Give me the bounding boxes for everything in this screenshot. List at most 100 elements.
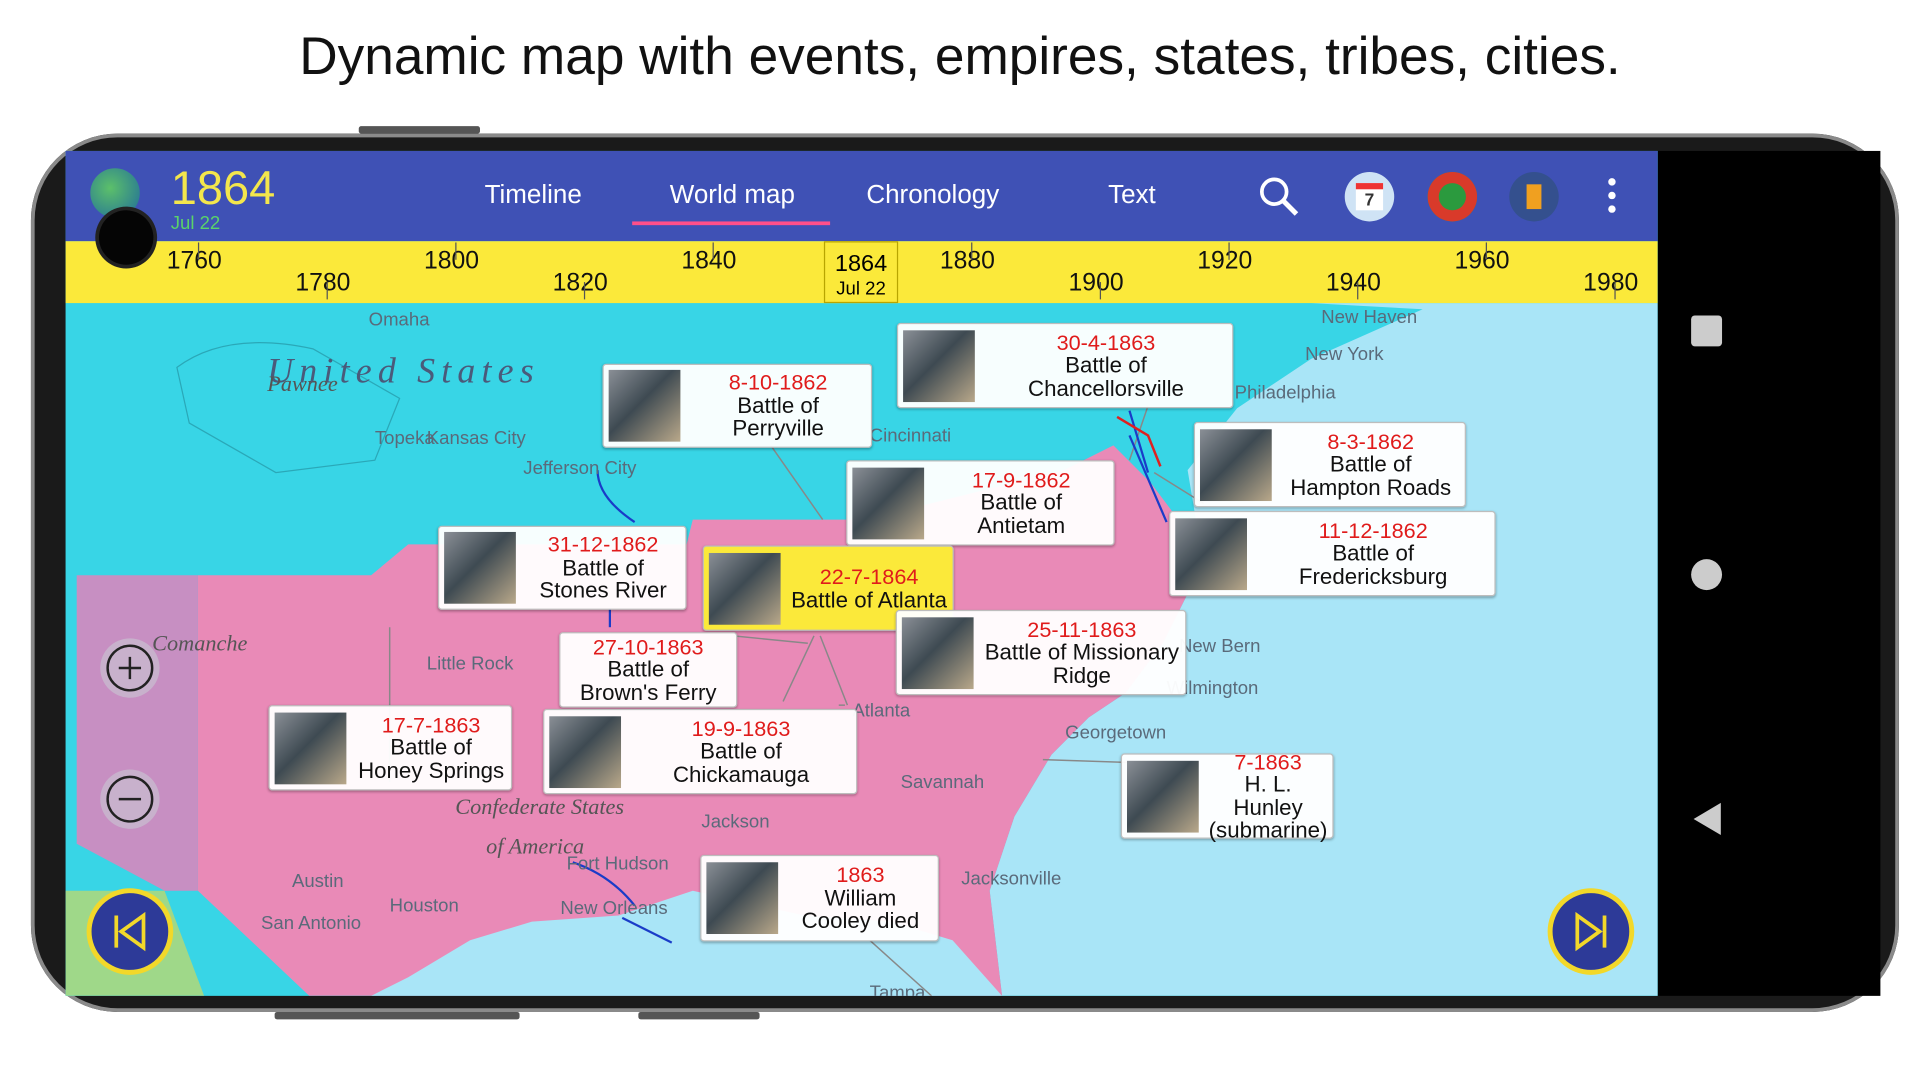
prev-button[interactable] — [84, 886, 176, 978]
timeline[interactable]: 1760 1780 1800 1820 1840 1880 1900 1920 1940 1960… — [65, 241, 1658, 304]
map-label: Confederate States — [455, 794, 625, 819]
calendar-icon[interactable]: 7 — [1344, 171, 1395, 222]
map-label: Fort Hudson — [566, 853, 669, 875]
event-card[interactable]: 8-3-1862 Battle of Hampton Roads — [1193, 421, 1466, 508]
camera — [98, 210, 154, 265]
event-card[interactable]: 25-11-1863 Battle of Missionary Ridge — [895, 609, 1187, 696]
map-label: New Orleans — [560, 898, 668, 920]
event-card[interactable]: 30-4-1863 Battle of Chancellorsville — [896, 322, 1234, 409]
timeline-tick — [1228, 242, 1230, 260]
event-text: 31-12-1862 Battle of Stones River — [521, 533, 686, 602]
event-date: 30-4-1863 — [1056, 329, 1156, 355]
tab[interactable]: Timeline — [484, 180, 582, 210]
event-title: Battle of Chancellorsville — [1027, 352, 1184, 401]
back-button[interactable] — [1691, 802, 1723, 837]
event-title: Battle of Stones River — [539, 555, 667, 603]
flag-icon[interactable] — [1427, 171, 1478, 222]
next-button[interactable] — [1545, 886, 1637, 978]
map-label: United States — [267, 351, 540, 391]
map-label: Tampa — [869, 982, 926, 996]
map-label: Jacksonville — [961, 868, 1062, 890]
event-text: 8-3-1862 Battle of Hampton Roads — [1277, 430, 1465, 499]
event-card[interactable]: 31-12-1862 Battle of Stones River — [437, 525, 687, 610]
event-title: Battle of Fredericksburg — [1298, 540, 1448, 589]
map-label: Comanche — [152, 630, 248, 656]
timeline-label: 1760 — [166, 247, 222, 275]
event-title: Battle of Missionary Ridge — [984, 639, 1179, 688]
app-screen: United States Pawnee Omaha Topeka Kansas Cit… — [65, 150, 1658, 996]
event-card[interactable]: 11-12-1862 Battle of Fredericksburg — [1169, 510, 1496, 597]
event-image — [549, 715, 622, 788]
book-icon[interactable] — [1509, 171, 1559, 222]
event-date: 19-9-1863 — [691, 715, 791, 741]
event-image — [274, 711, 347, 784]
map-label: San Antonio — [261, 912, 362, 935]
map-label: Little Rock — [426, 653, 514, 675]
event-text: 30-4-1863 Battle of Chancellorsville — [980, 331, 1232, 400]
event-card[interactable]: 1863 William Cooley died — [700, 854, 939, 942]
home-button[interactable] — [1691, 559, 1723, 591]
phone-button — [358, 126, 480, 134]
event-image — [901, 616, 974, 689]
current-date: Jul 22 — [170, 212, 221, 234]
timeline-label: 1900 — [1068, 269, 1124, 297]
event-date: 1863 — [836, 862, 885, 888]
event-date: 25-11-1863 — [1027, 617, 1137, 642]
tab[interactable]: World map — [669, 180, 795, 210]
event-card[interactable]: 17-9-1862 Battle of Antietam — [846, 460, 1115, 546]
globe-icon[interactable] — [90, 168, 140, 218]
recents-button[interactable] — [1691, 315, 1723, 347]
event-date: 11-12-1862 — [1318, 518, 1428, 543]
event-text: 25-11-1863 Battle of Missionary Ridge — [979, 618, 1186, 687]
map-label: New York — [1305, 343, 1384, 365]
timeline-label: 1820 — [552, 269, 608, 297]
event-date: 8-10-1862 — [728, 370, 828, 395]
event-text: 17-9-1862 Battle of Antietam — [929, 469, 1113, 538]
map-label: New Haven — [1321, 306, 1418, 328]
timeline-tick — [197, 242, 200, 260]
marker-year: 1864 — [834, 251, 888, 278]
map-label: Savannah — [900, 771, 985, 793]
timeline-tick — [712, 242, 714, 260]
event-date: 17-7-1863 — [381, 712, 481, 738]
more-icon[interactable] — [1600, 176, 1625, 218]
app-bar: 1864 Jul 22 Timeline World map Chronology T… — [65, 150, 1658, 242]
search-icon[interactable] — [1258, 176, 1300, 218]
event-image — [1175, 517, 1247, 590]
event-card[interactable]: 17-7-1863 Battle of Honey Springs — [268, 705, 513, 791]
event-title: Battle of Honey Springs — [358, 735, 505, 783]
timeline-marker[interactable]: 1864 Jul 22 — [823, 241, 899, 304]
tab[interactable]: Text — [1108, 180, 1156, 210]
event-title: Battle of Atlanta — [791, 587, 948, 612]
event-text: 1863 William Cooley died — [783, 864, 938, 933]
map-label: Topeka — [374, 428, 435, 450]
tab[interactable]: Chronology — [866, 180, 1000, 210]
map-label: Cincinnati — [869, 425, 952, 447]
timeline-label: 1840 — [681, 247, 737, 275]
timeline-label: 1940 — [1325, 269, 1381, 297]
event-date: 27-10-1863 — [592, 634, 704, 660]
event-card[interactable]: 19-9-1863 Battle of Chickamauga — [543, 708, 858, 795]
timeline-tick — [1099, 282, 1102, 300]
timeline-tick — [1614, 282, 1616, 300]
current-year: 1864 — [170, 163, 276, 216]
map-label: Philadelphia — [1234, 382, 1336, 404]
event-title: Battle of Antietam — [977, 490, 1066, 538]
zoom-controls[interactable] — [96, 633, 163, 831]
map-label: Pawnee — [267, 371, 338, 396]
event-date: 8-3-1862 — [1327, 428, 1415, 454]
event-card[interactable]: 7-1863 H. L. Hunley (submarine) — [1120, 749, 1334, 841]
timeline-label: 1960 — [1454, 247, 1510, 275]
map-label: Austin — [291, 870, 344, 892]
event-title: H. L. Hunley (submarine) — [1208, 771, 1328, 843]
timeline-tick — [455, 242, 457, 260]
event-text: 27-10-1863 Battle of Brown's Ferry — [560, 636, 736, 705]
event-card[interactable]: 27-10-1863 Battle of Brown's Ferry — [559, 632, 738, 708]
event-date: 7-1863 — [1234, 749, 1302, 774]
event-image — [903, 329, 975, 402]
phone-button — [638, 1011, 760, 1020]
map-label: New Bern — [1178, 635, 1261, 657]
event-card[interactable]: 8-10-1862 Battle of Perryville — [602, 363, 873, 448]
